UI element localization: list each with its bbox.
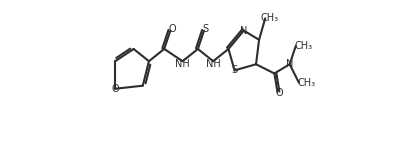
Text: O: O: [111, 84, 119, 94]
Text: N: N: [286, 59, 293, 69]
Text: N: N: [240, 26, 248, 36]
Text: S: S: [231, 65, 238, 75]
Text: CH₃: CH₃: [261, 13, 279, 23]
Text: O: O: [168, 24, 176, 34]
Text: CH₃: CH₃: [297, 78, 315, 88]
Text: NH: NH: [175, 59, 190, 69]
Text: NH: NH: [206, 59, 221, 69]
Text: CH₃: CH₃: [295, 41, 313, 51]
Text: S: S: [202, 24, 208, 34]
Text: O: O: [275, 88, 283, 98]
